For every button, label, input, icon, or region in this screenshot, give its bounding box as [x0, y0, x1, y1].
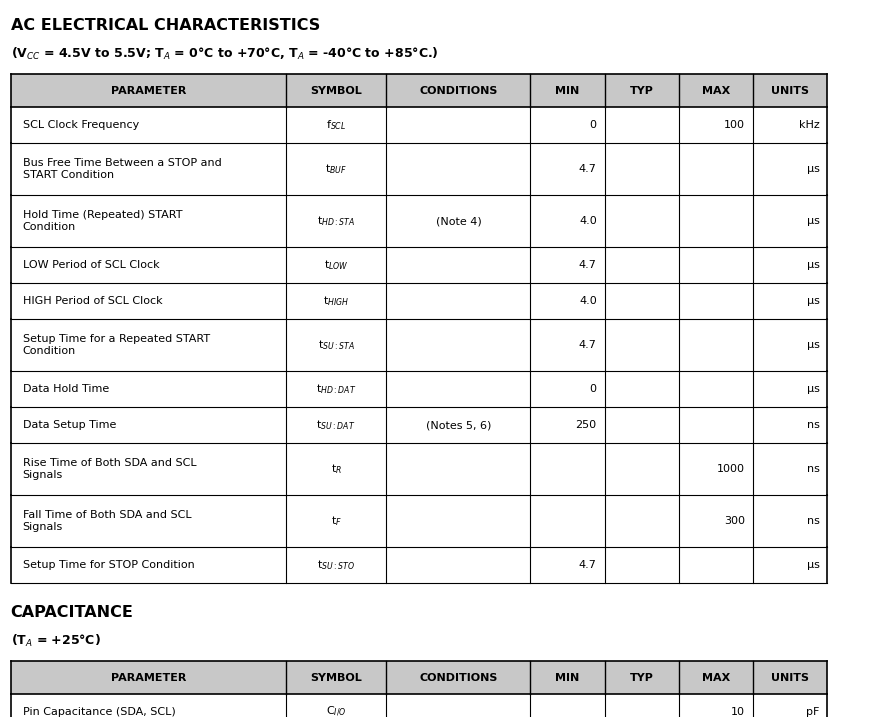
Text: μs: μs — [805, 164, 819, 174]
Text: Rise Time of Both SDA and SCL
Signals: Rise Time of Both SDA and SCL Signals — [22, 458, 196, 480]
Text: CONDITIONS: CONDITIONS — [418, 673, 497, 683]
Text: (Note 4): (Note 4) — [435, 216, 481, 226]
Text: SYMBOL: SYMBOL — [310, 85, 361, 95]
Text: 100: 100 — [723, 120, 745, 130]
Text: Fall Time of Both SDA and SCL
Signals: Fall Time of Both SDA and SCL Signals — [22, 510, 191, 532]
Text: ns: ns — [805, 420, 819, 430]
Text: 4.0: 4.0 — [578, 216, 596, 226]
Text: 0: 0 — [589, 120, 596, 130]
Text: μs: μs — [805, 384, 819, 394]
Text: AC ELECTRICAL CHARACTERISTICS: AC ELECTRICAL CHARACTERISTICS — [11, 18, 320, 33]
Text: t$_{SU:STA}$: t$_{SU:STA}$ — [317, 338, 354, 352]
Bar — [11, 74, 827, 107]
Text: t$_{SU:STO}$: t$_{SU:STO}$ — [316, 558, 355, 572]
Text: ns: ns — [805, 464, 819, 474]
Text: pF: pF — [805, 707, 819, 717]
Text: MIN: MIN — [555, 85, 579, 95]
Text: TYP: TYP — [629, 673, 653, 683]
Text: f$_{SCL}$: f$_{SCL}$ — [325, 118, 346, 132]
Text: CONDITIONS: CONDITIONS — [418, 85, 497, 95]
Text: Setup Time for STOP Condition: Setup Time for STOP Condition — [22, 560, 194, 570]
Text: 300: 300 — [723, 516, 745, 526]
Bar — [11, 107, 827, 143]
Text: μs: μs — [805, 260, 819, 270]
Text: 4.0: 4.0 — [578, 296, 596, 306]
Text: t$_{F}$: t$_{F}$ — [330, 514, 342, 528]
Text: 10: 10 — [730, 707, 745, 717]
Text: μs: μs — [805, 216, 819, 226]
Text: 1000: 1000 — [716, 464, 745, 474]
Bar — [11, 443, 827, 495]
Text: C$_{I/O}$: C$_{I/O}$ — [325, 705, 346, 717]
Text: 250: 250 — [575, 420, 596, 430]
Text: t$_{HIGH}$: t$_{HIGH}$ — [323, 294, 349, 308]
Text: μs: μs — [805, 296, 819, 306]
Bar — [11, 247, 827, 283]
Text: Setup Time for a Repeated START
Condition: Setup Time for a Repeated START Conditio… — [22, 334, 209, 356]
Text: TYP: TYP — [629, 85, 653, 95]
Text: t$_{R}$: t$_{R}$ — [330, 462, 342, 476]
Text: 4.7: 4.7 — [578, 164, 596, 174]
Text: MIN: MIN — [555, 673, 579, 683]
Text: PARAMETER: PARAMETER — [111, 673, 186, 683]
Text: t$_{HD:DAT}$: t$_{HD:DAT}$ — [316, 382, 356, 396]
Text: Bus Free Time Between a STOP and
START Condition: Bus Free Time Between a STOP and START C… — [22, 158, 221, 180]
Bar — [11, 283, 827, 319]
Text: MAX: MAX — [701, 85, 730, 95]
Bar — [11, 143, 827, 195]
Text: t$_{HD:STA}$: t$_{HD:STA}$ — [316, 214, 355, 228]
Bar — [11, 694, 827, 717]
Bar — [11, 661, 827, 694]
Text: ns: ns — [805, 516, 819, 526]
Bar — [11, 319, 827, 371]
Text: t$_{SU:DAT}$: t$_{SU:DAT}$ — [316, 418, 356, 432]
Text: UNITS: UNITS — [771, 673, 808, 683]
Text: 4.7: 4.7 — [578, 260, 596, 270]
Text: 0: 0 — [589, 384, 596, 394]
Text: Pin Capacitance (SDA, SCL): Pin Capacitance (SDA, SCL) — [22, 707, 175, 717]
Bar — [11, 547, 827, 583]
Text: (V$_{CC}$ = 4.5V to 5.5V; T$_A$ = 0°C to +70°C, T$_A$ = -40°C to +85°C.): (V$_{CC}$ = 4.5V to 5.5V; T$_A$ = 0°C to… — [11, 46, 438, 62]
Text: SYMBOL: SYMBOL — [310, 673, 361, 683]
Bar — [11, 495, 827, 547]
Text: (T$_A$ = +25°C): (T$_A$ = +25°C) — [11, 633, 100, 649]
Text: 4.7: 4.7 — [578, 560, 596, 570]
Text: Hold Time (Repeated) START
Condition: Hold Time (Repeated) START Condition — [22, 210, 182, 232]
Text: LOW Period of SCL Clock: LOW Period of SCL Clock — [22, 260, 159, 270]
Text: t$_{BUF}$: t$_{BUF}$ — [325, 162, 347, 176]
Text: kHz: kHz — [797, 120, 819, 130]
Text: SCL Clock Frequency: SCL Clock Frequency — [22, 120, 139, 130]
Bar — [11, 407, 827, 443]
Bar — [11, 371, 827, 407]
Text: Data Hold Time: Data Hold Time — [22, 384, 109, 394]
Text: t$_{LOW}$: t$_{LOW}$ — [324, 258, 348, 272]
Text: HIGH Period of SCL Clock: HIGH Period of SCL Clock — [22, 296, 162, 306]
Text: (Notes 5, 6): (Notes 5, 6) — [426, 420, 491, 430]
Text: PARAMETER: PARAMETER — [111, 85, 186, 95]
Text: μs: μs — [805, 560, 819, 570]
Bar — [11, 195, 827, 247]
Text: UNITS: UNITS — [771, 85, 808, 95]
Text: 4.7: 4.7 — [578, 340, 596, 350]
Text: MAX: MAX — [701, 673, 730, 683]
Text: Data Setup Time: Data Setup Time — [22, 420, 116, 430]
Text: CAPACITANCE: CAPACITANCE — [11, 605, 133, 620]
Text: μs: μs — [805, 340, 819, 350]
